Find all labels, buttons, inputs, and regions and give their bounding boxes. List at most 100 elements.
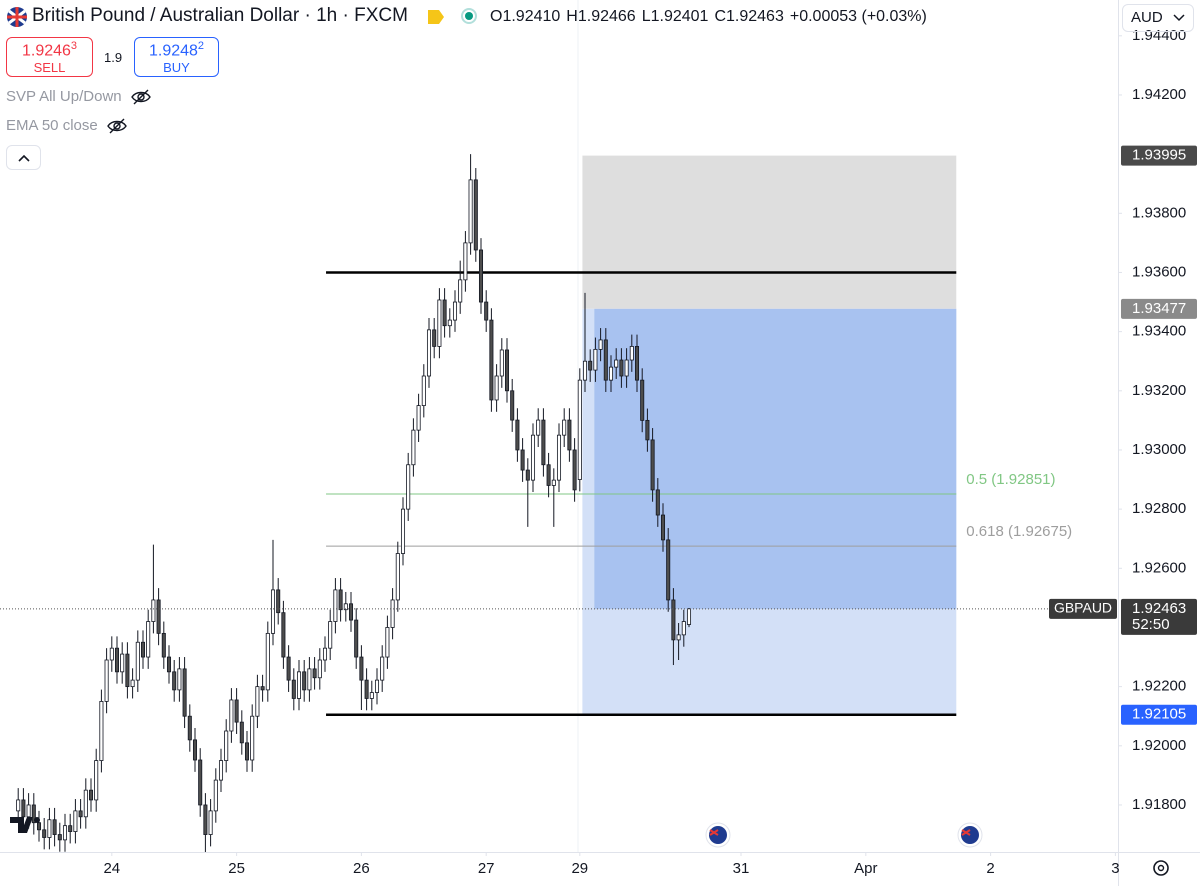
currency-button[interactable]: AUD bbox=[1122, 4, 1194, 32]
buy-button[interactable]: 1.92482 BUY bbox=[134, 37, 219, 77]
candle-body bbox=[260, 686, 265, 691]
candle-body bbox=[640, 379, 645, 421]
candle-body bbox=[510, 390, 515, 421]
filled-zone bbox=[594, 308, 957, 609]
sell-price-sup: 3 bbox=[70, 40, 78, 52]
x-tick-label: 29 bbox=[571, 860, 588, 877]
candle-body bbox=[426, 329, 432, 377]
candle-body bbox=[166, 656, 172, 673]
event-flag[interactable] bbox=[957, 822, 983, 848]
candle-body bbox=[567, 419, 572, 451]
symbol-flag bbox=[6, 6, 28, 33]
symbol-label: GBPAUD bbox=[1054, 600, 1112, 616]
candle-body bbox=[198, 759, 203, 806]
status-dot bbox=[461, 8, 477, 29]
buy-price: 1.9248 bbox=[148, 42, 198, 60]
candle-body bbox=[348, 603, 354, 621]
candle-body bbox=[68, 825, 73, 832]
candle-body bbox=[380, 656, 385, 681]
candle-body bbox=[556, 434, 562, 481]
candle-body bbox=[515, 419, 520, 451]
indicator-row[interactable]: EMA 50 close bbox=[6, 117, 128, 134]
y-tick-label: 1.93400 bbox=[1132, 323, 1186, 340]
price-badge-label: 1.93477 bbox=[1132, 300, 1186, 317]
sell-button[interactable]: 1.92463 SELL bbox=[6, 37, 93, 77]
candle-body bbox=[520, 449, 525, 471]
candle-body bbox=[354, 619, 359, 658]
candle-body bbox=[42, 829, 47, 838]
ohlc-value: 1.92401 bbox=[650, 8, 709, 25]
candle-body bbox=[598, 339, 603, 350]
candle-body bbox=[562, 419, 567, 436]
candle-body bbox=[182, 668, 187, 717]
candle-body bbox=[140, 641, 146, 658]
candle-body bbox=[416, 405, 421, 431]
candle-body bbox=[21, 799, 26, 818]
candle-body bbox=[57, 834, 62, 841]
candle-body bbox=[359, 656, 364, 681]
candle-body bbox=[322, 647, 328, 661]
candle-body bbox=[286, 656, 291, 681]
candle-body bbox=[530, 434, 536, 481]
collapse-button[interactable] bbox=[6, 145, 41, 170]
candle-body bbox=[343, 603, 348, 611]
currency-label: AUD bbox=[1131, 9, 1163, 26]
candle-body bbox=[239, 721, 244, 744]
candle-body bbox=[390, 599, 395, 628]
ohlc-letter: L bbox=[641, 8, 651, 25]
candle-body bbox=[255, 686, 260, 717]
eye-hidden-icon[interactable] bbox=[106, 118, 128, 134]
tv-logo bbox=[10, 817, 40, 833]
candle-body bbox=[551, 479, 556, 486]
price-badge-label: 1.93995 bbox=[1132, 147, 1186, 164]
candle-body bbox=[421, 375, 426, 406]
buy-price-sup: 2 bbox=[197, 40, 205, 52]
candle-body bbox=[681, 621, 686, 636]
candle-body bbox=[577, 379, 582, 480]
candle-body bbox=[452, 301, 458, 321]
y-tick-label: 1.93600 bbox=[1132, 263, 1186, 280]
candle-body bbox=[645, 419, 650, 441]
symbol-badge bbox=[1049, 598, 1117, 619]
price-badge bbox=[1121, 704, 1197, 725]
candle-body bbox=[270, 589, 276, 634]
candle-body bbox=[213, 779, 218, 812]
tag-icon bbox=[428, 10, 444, 29]
ohlc-item: C1.92463 bbox=[714, 8, 783, 26]
candle-body bbox=[192, 739, 198, 761]
price-change: +0.00053 (+0.03%) bbox=[789, 8, 927, 25]
candle-body bbox=[333, 589, 338, 622]
candle-body bbox=[468, 179, 473, 244]
indicator-name: EMA 50 close bbox=[6, 117, 98, 134]
candle-body bbox=[281, 612, 286, 658]
y-tick-label: 1.92800 bbox=[1132, 500, 1186, 517]
x-tick-label: 24 bbox=[103, 860, 120, 877]
candle-body bbox=[291, 679, 296, 699]
y-tick-label: 1.92200 bbox=[1132, 678, 1186, 695]
ohlc-value: 1.92410 bbox=[502, 8, 561, 25]
ohlc-letter: H bbox=[566, 8, 578, 25]
candle-body bbox=[395, 553, 400, 601]
candle-body bbox=[234, 699, 239, 723]
candle-body bbox=[593, 348, 598, 371]
candle-body bbox=[442, 299, 447, 327]
candle-body bbox=[208, 810, 213, 835]
candle-body bbox=[629, 346, 634, 361]
candle-body bbox=[624, 359, 629, 377]
x-tick-label: 31 bbox=[733, 860, 750, 877]
candle-body bbox=[458, 279, 463, 303]
x-tick-label: 27 bbox=[478, 860, 495, 877]
ohlc-letter: O bbox=[490, 8, 503, 25]
candle-body bbox=[603, 339, 608, 381]
settings-gear[interactable] bbox=[1153, 860, 1169, 876]
fib-label: 0.618 (1.92675) bbox=[966, 523, 1072, 540]
eye-hidden-icon[interactable] bbox=[130, 89, 152, 105]
indicator-row[interactable]: SVP All Up/Down bbox=[6, 88, 152, 105]
candle-body bbox=[161, 632, 166, 658]
candle-body bbox=[660, 514, 666, 541]
event-flag[interactable] bbox=[705, 822, 731, 848]
x-tick-label: 25 bbox=[228, 860, 245, 877]
sell-price: 1.9246 bbox=[21, 42, 71, 60]
candle-body bbox=[244, 742, 250, 761]
